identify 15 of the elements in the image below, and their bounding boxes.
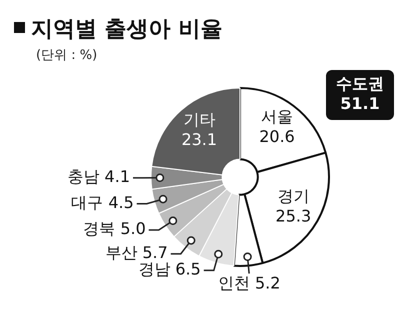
slice-label: 인천 5.2 xyxy=(218,274,280,293)
chart-subtitle: (단위 : %) xyxy=(36,47,98,64)
slice-label: 부산 5.7 xyxy=(105,242,168,262)
data-label: 20.6 xyxy=(259,127,295,146)
slice-label: 충남 4.1 xyxy=(67,167,130,186)
slice-label: 경북 5.0 xyxy=(83,219,146,238)
text: 수도권 51.1 xyxy=(336,74,384,114)
slice-label: 서울 xyxy=(261,107,294,126)
chart-title: 지역별 출생아 비율 xyxy=(31,17,222,42)
slice-label: 경남 6.5 xyxy=(138,260,201,279)
slice-label: 대구 4.5 xyxy=(71,192,134,212)
data-label: 25.3 xyxy=(276,206,312,226)
data-label: 23.1 xyxy=(181,130,218,150)
slice-label: 경기 xyxy=(277,186,310,206)
slice-label: 기타 xyxy=(183,110,216,130)
